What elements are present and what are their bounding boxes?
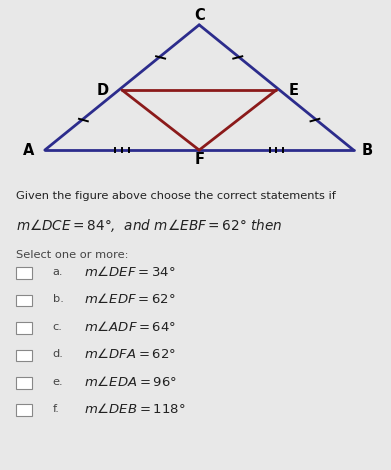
- Text: e.: e.: [53, 377, 63, 387]
- Bar: [16, 322, 32, 334]
- Bar: [16, 350, 32, 361]
- Text: D: D: [97, 83, 109, 98]
- Text: d.: d.: [53, 349, 64, 360]
- Text: b.: b.: [53, 295, 64, 305]
- Text: a.: a.: [53, 267, 63, 277]
- Text: $m\angle EDA = 96°$: $m\angle EDA = 96°$: [84, 375, 177, 389]
- Text: A: A: [23, 142, 34, 157]
- Text: $m\angle DCE = 84°$,  and $m\angle EBF = 62°$ then: $m\angle DCE = 84°$, and $m\angle EBF = …: [16, 217, 282, 234]
- Text: Given the figure above choose the correct statements if: Given the figure above choose the correc…: [16, 191, 335, 201]
- Text: F: F: [194, 152, 204, 167]
- Text: B: B: [362, 142, 373, 157]
- Text: Select one or more:: Select one or more:: [16, 251, 128, 260]
- Text: f.: f.: [53, 404, 60, 414]
- Text: $m\angle DFA = 62°$: $m\angle DFA = 62°$: [84, 347, 176, 361]
- Text: $m\angle DEB = 118°$: $m\angle DEB = 118°$: [84, 402, 185, 416]
- Text: $m\angle ADF = 64°$: $m\angle ADF = 64°$: [84, 320, 176, 334]
- Text: $m\angle DEF = 34°$: $m\angle DEF = 34°$: [84, 265, 176, 279]
- Text: C: C: [194, 8, 204, 23]
- Bar: [16, 295, 32, 306]
- Text: $m\angle EDF = 62°$: $m\angle EDF = 62°$: [84, 292, 176, 306]
- Text: c.: c.: [53, 322, 63, 332]
- Bar: [16, 377, 32, 389]
- Bar: [16, 267, 32, 279]
- Bar: [16, 405, 32, 416]
- Text: E: E: [289, 83, 299, 98]
